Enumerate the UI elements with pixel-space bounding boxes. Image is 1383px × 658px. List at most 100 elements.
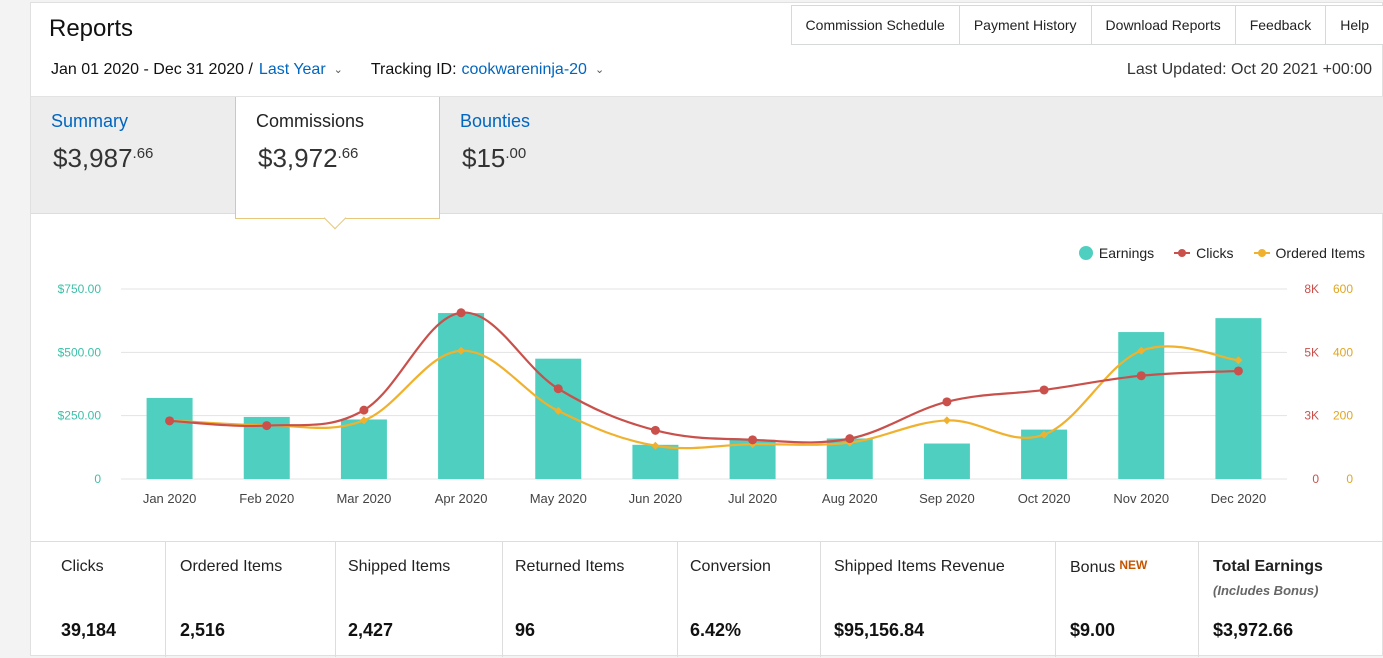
ordered-items-point [651,441,660,450]
right-axis-clicks-tick: 0 [1312,472,1319,486]
clicks-point [1136,371,1146,381]
tab-bounties[interactable]: Bounties $15.00 [440,97,640,215]
clicks-line [169,311,1239,444]
metric-value: $95,156.84 [834,620,925,640]
tab-commissions-label: Commissions [256,111,365,131]
ordered-items-point [1234,356,1243,365]
legend-earnings[interactable]: Earnings [1078,245,1154,261]
right-axis-items-tick: 600 [1333,282,1353,296]
left-axis-tick: $250.00 [58,409,102,423]
metric-value: $9.00 [1070,620,1116,640]
ordered-items-point [942,416,951,425]
earnings-bar [1118,332,1165,479]
right-axis-items-tick: 200 [1333,409,1353,423]
last-updated: Last Updated: Oct 20 2021 +00:00 [1126,61,1372,78]
filter-row: Jan 01 2020 - Dec 31 2020 / Last Year ⌄ … [51,61,632,79]
ordered-items-point [457,346,466,355]
metric-label: Total Earnings [1213,558,1323,575]
chart-canvas: 0 $250.00 $500.00 $750.00 0 3K 5K 8K 0 200 400 600 J… [58,282,1354,506]
reports-panel: Reports Commission Schedule Payment Hist… [30,2,1383,657]
x-axis-tick: Aug 2020 [822,491,878,506]
metric-value: 2,516 [180,620,226,640]
ordered-items-point [554,406,563,415]
report-tabs: Summary $3,987.66 Commissions $3,972.66 … [31,96,1383,219]
metric-label: Shipped Items Revenue [834,558,1005,575]
clicks-point [553,384,563,394]
legend-clicks[interactable]: Clicks [1174,245,1234,261]
earnings-bar [146,397,193,479]
tab-summary[interactable]: Summary $3,987.66 [31,97,235,215]
nav-feedback[interactable]: Feedback [1236,6,1327,44]
nav-help[interactable]: Help [1340,17,1369,33]
nav-payment-history[interactable]: Payment History [960,6,1092,44]
earnings-bar [923,443,970,479]
right-axis-clicks-tick: 3K [1304,409,1319,423]
clicks-point [1233,366,1243,376]
page-title: Reports [49,15,134,42]
x-axis-tick: Dec 2020 [1211,491,1267,506]
metric-ordered-items: Ordered Items 2,516 [166,542,336,657]
metric-value: 2,427 [348,620,394,640]
metric-value: $3,972.66 [1213,620,1294,640]
metric-shipped-revenue: Shipped Items Revenue $95,156.84 [821,542,1056,657]
metric-value: 6.42% [690,620,742,640]
tab-commissions[interactable]: Commissions $3,972.66 [235,97,440,219]
left-axis-tick: 0 [94,472,101,486]
tab-commissions-amount: $3,972.66 [258,143,359,173]
line-marker-icon [1174,248,1191,258]
ordered-items-point [1137,346,1146,355]
x-axis-tick: Feb 2020 [239,491,294,506]
right-axis-clicks-tick: 5K [1304,345,1319,359]
x-axis-tick: Oct 2020 [1018,491,1071,506]
chevron-down-icon[interactable]: ⌄ [333,63,343,76]
legend-ordered-items[interactable]: Ordered Items [1253,245,1365,261]
tab-bounties-amount: $15.00 [462,143,527,173]
metric-returned-items: Returned Items 96 [503,542,678,657]
metric-total-earnings: Total Earnings (Includes Bonus) $3,972.6… [1199,542,1383,657]
metric-sublabel: (Includes Bonus) [1213,583,1319,598]
new-badge: NEW [1119,558,1148,572]
metric-label: Shipped Items [348,558,451,575]
clicks-point [942,397,952,407]
metric-conversion: Conversion 6.42% [678,542,821,657]
x-axis-tick: Sep 2020 [919,491,975,506]
ordered-items-line [169,345,1239,450]
tab-summary-label: Summary [51,111,129,131]
tracking-id-dropdown[interactable]: cookwareninja-20 [461,61,587,78]
metric-value: 39,184 [61,620,117,640]
left-axis-tick: $500.00 [58,345,102,359]
top-nav: Commission Schedule Payment History Down… [790,5,1383,45]
metric-bonus: Bonus NEW $9.00 [1056,542,1199,657]
clicks-point [359,405,369,415]
ordered-items-point [359,416,368,425]
nav-commission-schedule[interactable]: Commission Schedule [792,6,960,44]
clicks-point [650,425,660,435]
right-axis-items-tick: 0 [1346,472,1353,486]
earnings-bar [632,444,679,479]
earnings-bar [438,313,485,479]
right-axis-clicks-tick: 8K [1304,282,1319,296]
metrics-bar: Clicks 39,184 Ordered Items 2,516 Shippe… [31,541,1383,657]
tracking-label: Tracking ID: [370,61,457,78]
x-axis-tick: Mar 2020 [336,491,391,506]
circle-icon [1078,246,1093,260]
metric-value: 96 [515,620,536,640]
earnings-bar [1215,318,1262,479]
ordered-items-point [1040,430,1049,439]
metric-label: Returned Items [515,558,625,575]
x-axis-tick: Apr 2020 [435,491,488,506]
chevron-down-icon[interactable]: ⌄ [594,63,605,76]
nav-download-reports[interactable]: Download Reports [1092,6,1236,44]
clicks-point [845,434,855,444]
x-axis-tick: Jan 2020 [143,491,197,506]
clicks-point [456,308,466,318]
date-range: Jan 01 2020 - Dec 31 2020 / [51,61,253,78]
period-dropdown[interactable]: Last Year [258,61,326,78]
right-axis-items-tick: 400 [1333,345,1353,359]
x-axis-tick: Jun 2020 [629,491,683,506]
clicks-point [1039,385,1049,395]
metric-label: Clicks [61,558,104,575]
metric-shipped-items: Shipped Items 2,427 [336,542,503,657]
earnings-chart: Earnings Clicks Ordered Items 0 $250.00 $5… [31,233,1383,539]
tab-summary-amount: $3,987.66 [53,143,154,173]
